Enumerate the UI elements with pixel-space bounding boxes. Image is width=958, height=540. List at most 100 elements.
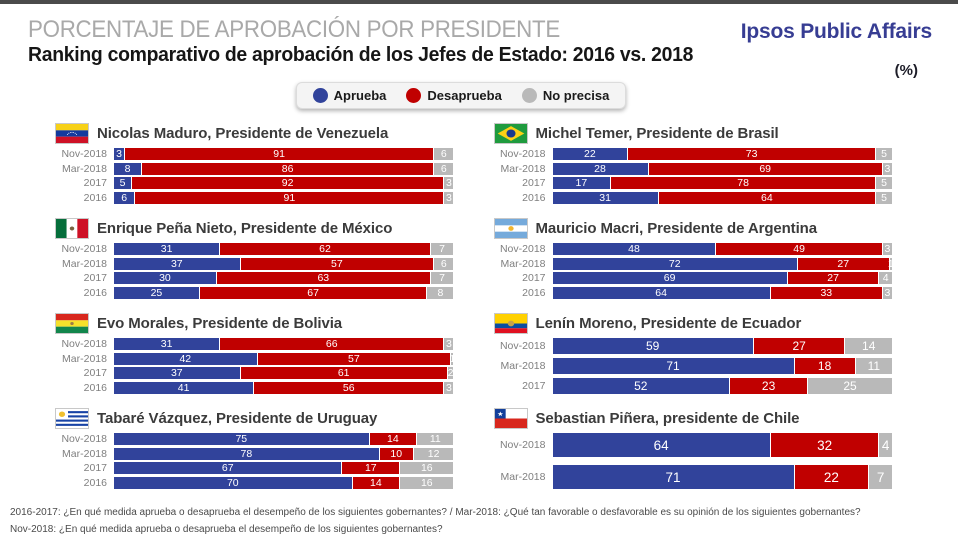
panel-header: Michel Temer, Presidente de Brasil [493,122,893,144]
flag-uruguay-icon [55,407,89,429]
segment-desaprueba: 14 [368,433,417,445]
stacked-bar: 70 14 16 [114,476,454,489]
period-label: Nov-2018 [61,433,107,445]
bar-row-nov-2018: Nov-2018 64 32 4 [494,433,893,457]
segment-desaprueba: 32 [769,433,879,457]
segment-aprueba: 72 [552,257,797,270]
segment-aprueba: 31 [552,191,658,204]
bar-row-mar-2018: Mar-2018 78 10 12 [55,447,454,460]
period-label: 2017 [522,177,546,190]
segment-value: 73 [745,148,758,160]
segment-value: 67 [307,286,319,299]
segment-value: 3 [445,191,452,204]
segment-no-precisa: 5 [875,148,892,160]
segment-no-precisa: 16 [399,476,454,489]
president-name: Sebastian Piñera, presidente de Chile [535,409,800,427]
legend-container: Aprueba Desaprueba No precisa [0,82,940,109]
segment-desaprueba: 69 [647,162,882,175]
footnotes: 2016-2017: ¿En qué medida aprueba o desa… [0,502,958,535]
bar-row-2017: 2017 30 63 7 [55,272,454,285]
period-label: Nov-2018 [61,338,107,350]
period-label: 2016 [522,286,546,299]
bar-rows: Nov-2018 75 14 11 Mar-2018 78 10 12 2017 67 17 16 20… [55,433,454,489]
segment-value: 1 [449,352,456,365]
segment-value: 92 [281,177,294,190]
segment-value: 17 [364,462,377,475]
period-label: 2016 [83,191,107,204]
segment-value: 91 [283,191,296,204]
segment-value: 64 [655,286,667,299]
segment-aprueba: 71 [552,465,794,489]
period-label: Mar-2018 [500,471,546,483]
stacked-bar: 8 86 6 [114,162,454,175]
segment-value: 14 [862,339,876,353]
segment-value: 22 [823,469,839,485]
segment-value: 27 [827,272,839,285]
segment-value: 71 [665,469,681,485]
segment-value: 16 [420,462,433,475]
flag-bolivia-icon [55,312,89,334]
stacked-bar: 6 91 3 [114,191,454,204]
segment-value: 31 [160,338,173,350]
stacked-bar: 72 27 1 [552,257,894,270]
segment-value: 49 [793,243,805,255]
segment-aprueba: 59 [552,338,753,354]
segment-desaprueba: 63 [215,272,430,285]
segment-value: 8 [124,162,131,175]
segment-no-precisa: 11 [854,358,892,374]
bar-row-2016: 2016 31 64 5 [494,191,893,204]
legend-item-no-precisa: No precisa [521,88,609,103]
stacked-bar: 3 91 6 [114,148,454,160]
period-label: Mar-2018 [500,360,546,372]
segment-value: 67 [221,462,234,475]
segment-aprueba: 41 [114,381,254,394]
bar-row-2017: 2017 67 17 16 [55,462,454,475]
panel-argentina: Mauricio Macri, Presidente de Argentina N… [493,217,894,299]
segment-value: 3 [445,338,452,350]
segment-value: 5 [881,148,887,160]
segment-value: 6 [440,148,447,160]
segment-value: 64 [761,191,773,204]
segment-desaprueba: 27 [796,257,889,270]
segment-no-precisa: 5 [875,191,892,204]
legend-label: Desaprueba [427,88,502,103]
segment-aprueba: 69 [552,272,787,285]
period-label: Nov-2018 [499,340,546,352]
flag-mexico-icon [55,217,89,239]
segment-value: 4 [882,272,889,285]
segment-value: 2 [447,367,454,380]
segment-desaprueba: 91 [134,191,444,204]
panel-header: Mauricio Macri, Presidente de Argentina [493,217,893,239]
segment-value: 91 [273,148,285,160]
panel-bolivia: Evo Morales, Presidente de Bolivia Nov-20… [55,312,456,394]
president-name: Michel Temer, Presidente de Brasil [535,124,779,142]
panel-brasil: Michel Temer, Presidente de Brasil Nov-20… [493,122,893,204]
bar-row-2017: 2017 5 92 3 [55,177,454,190]
president-name: Lenín Moreno, Presidente de Ecuador [535,314,802,332]
panel-venezuela: Nicolas Maduro, Presidente de Venezuela N… [55,122,454,204]
bar-rows: Nov-2018 48 49 3 Mar-2018 72 27 1 2017 69 27 4 2016 6… [494,243,894,299]
stacked-bar: 37 57 6 [114,257,454,270]
segment-value: 5 [881,177,887,190]
bar-row-2016: 2016 25 67 8 [55,286,454,299]
segment-value: 66 [325,338,338,350]
segment-desaprueba: 56 [253,381,444,394]
segment-desaprueba: 33 [769,286,882,299]
period-label: Mar-2018 [62,447,107,460]
stacked-bar: 41 56 3 [114,381,454,394]
period-label: 2017 [83,177,107,190]
panel-header: Nicolas Maduro, Presidente de Venezuela [55,122,454,144]
bar-rows: Nov-2018 64 32 4 Mar-2018 71 22 7 [494,433,893,489]
segment-desaprueba: 86 [141,162,434,175]
segment-value: 7 [876,469,885,485]
segment-value: 6 [440,162,447,175]
stacked-bar: 17 78 5 [552,177,893,190]
segment-value: 4 [881,437,890,453]
unit-label: (%) [894,62,918,79]
segment-desaprueba: 92 [130,177,444,190]
segment-aprueba: 31 [114,338,220,350]
segment-no-precisa: 1 [888,257,894,270]
stacked-bar: 78 10 12 [114,447,454,460]
period-label: 2016 [83,381,107,394]
segment-no-precisa: 3 [443,191,454,204]
